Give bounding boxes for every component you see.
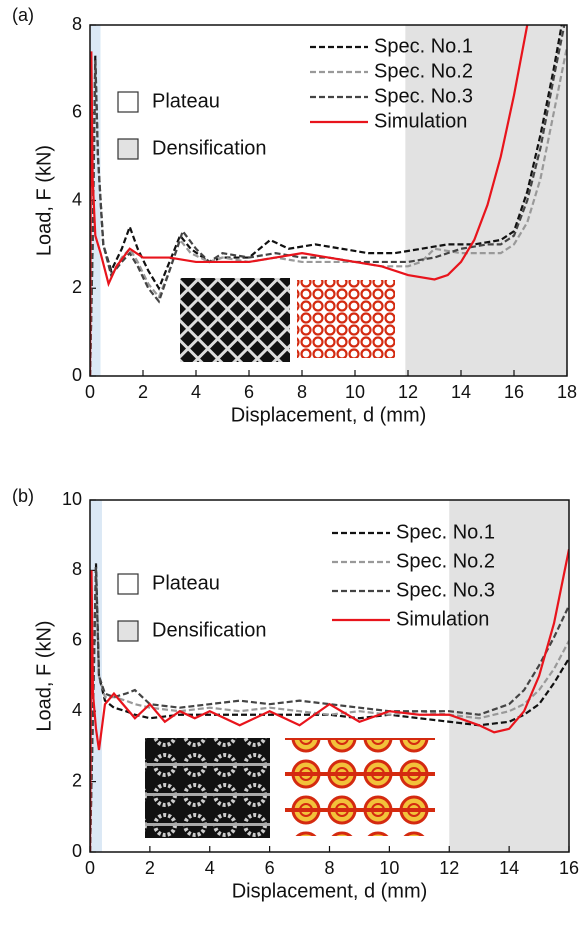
x-tick-label: 12 <box>398 382 418 402</box>
x-tick-label: 16 <box>504 382 524 402</box>
x-tick-label: 2 <box>145 858 155 878</box>
charts: ElasticPlateauDensification0246810121416… <box>12 5 579 903</box>
region <box>405 25 567 376</box>
panel-label: (b) <box>12 486 34 506</box>
series-line <box>90 566 569 852</box>
y-tick-label: 0 <box>72 365 82 385</box>
simulation-image <box>297 280 395 358</box>
y-tick-label: 0 <box>72 841 82 861</box>
y-tick-label: 8 <box>72 14 82 34</box>
x-axis-label: Displacement, d (mm) <box>232 880 428 902</box>
x-tick-label: 16 <box>559 858 579 878</box>
legend-swatch <box>117 573 139 595</box>
y-tick-label: 2 <box>72 770 82 790</box>
series-line <box>90 25 563 376</box>
x-tick-label: 18 <box>557 382 577 402</box>
legend-label: Densification <box>152 619 267 641</box>
x-tick-label: 12 <box>439 858 459 878</box>
x-tick-label: 14 <box>451 382 471 402</box>
legend-label: Spec. No.1 <box>396 521 495 543</box>
y-tick-label: 6 <box>72 102 82 122</box>
legend-label: Plateau <box>152 90 220 112</box>
legend-label: Spec. No.1 <box>374 35 473 57</box>
legend-label: Spec. No.3 <box>396 579 495 601</box>
region <box>449 500 569 852</box>
legend-label: Simulation <box>374 110 467 132</box>
x-tick-label: 10 <box>379 858 399 878</box>
x-tick-label: 14 <box>499 858 519 878</box>
plot-frame <box>89 24 568 377</box>
legend-label: Plateau <box>152 572 220 594</box>
x-tick-label: 4 <box>191 382 201 402</box>
series-line <box>90 563 569 852</box>
panel-label: (a) <box>12 5 34 25</box>
y-axis-label: Load, F (kN) <box>33 620 55 731</box>
y-tick-label: 6 <box>72 630 82 650</box>
y-axis-label: Load, F (kN) <box>33 145 55 256</box>
x-axis-label: Displacement, d (mm) <box>231 404 427 426</box>
legend-label: Spec. No.3 <box>374 85 473 107</box>
legend-swatch <box>117 138 139 160</box>
x-tick-label: 6 <box>265 858 275 878</box>
series-line <box>90 549 569 852</box>
y-tick-label: 8 <box>72 559 82 579</box>
y-tick-label: 4 <box>72 700 82 720</box>
legend-swatch <box>117 91 139 113</box>
y-tick-label: 10 <box>62 489 82 509</box>
x-tick-label: 4 <box>205 858 215 878</box>
x-tick-label: 0 <box>85 382 95 402</box>
x-tick-label: 8 <box>297 382 307 402</box>
legend-label: Densification <box>152 137 267 159</box>
legend-label: Spec. No.2 <box>374 60 473 82</box>
series-line <box>90 25 529 376</box>
x-tick-label: 6 <box>244 382 254 402</box>
plot-frame <box>89 499 570 853</box>
x-tick-label: 10 <box>345 382 365 402</box>
region <box>90 500 102 852</box>
simulation-image <box>285 738 435 836</box>
legend-label: Spec. No.2 <box>396 550 495 572</box>
legend-label: Simulation <box>396 608 489 630</box>
x-tick-label: 8 <box>324 858 334 878</box>
legend-swatch <box>117 620 139 642</box>
y-tick-label: 2 <box>72 277 82 297</box>
specimen-photo <box>145 738 270 838</box>
x-tick-label: 2 <box>138 382 148 402</box>
series-line <box>90 570 569 852</box>
y-tick-label: 4 <box>72 189 82 209</box>
specimen-photo <box>180 278 290 362</box>
x-tick-label: 0 <box>85 858 95 878</box>
